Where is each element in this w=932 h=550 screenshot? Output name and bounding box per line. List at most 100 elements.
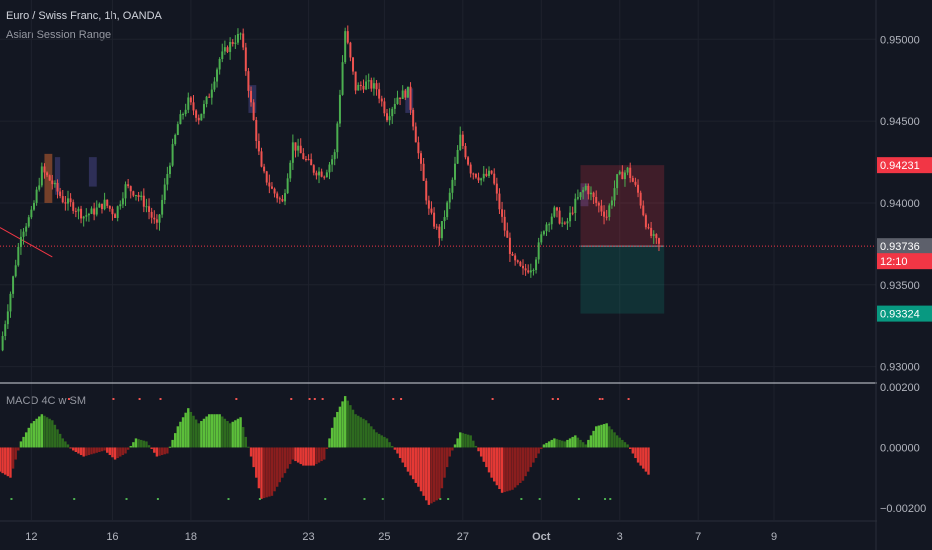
candle-body [595,196,598,203]
macd-bar [307,447,310,466]
macd-bar [364,420,368,448]
macd-bar [43,415,46,448]
macd-bar [275,447,279,487]
macd-bar [605,423,608,448]
candle-body [561,222,564,224]
candle-body [174,134,177,145]
candle-body [569,212,572,222]
macd-bar [547,441,551,448]
candle-body [435,226,438,228]
signal-dot [125,498,128,500]
candle-body [32,202,35,210]
candle-body [153,217,156,220]
candle-body [420,153,423,164]
candle-body [85,215,88,217]
macd-bar [422,447,425,496]
session-box [248,85,257,113]
candle-body [74,210,77,212]
candle-body [623,172,626,180]
macd-bar [445,447,449,468]
macd-bar [600,424,603,448]
candle-body [503,216,506,231]
signal-dot [400,398,403,400]
macd-bar [493,447,496,482]
macd-bar [498,447,501,490]
macd-bar [309,447,313,466]
macd-bar [602,424,606,448]
macd-bar [171,439,174,448]
candle-body [182,114,185,116]
candle-body [487,170,490,176]
candle-body [66,198,69,204]
candle-body [121,198,124,205]
macd-bar [409,447,412,476]
candle-body [22,231,25,237]
macd-bar [116,447,119,459]
macd-bar [377,433,381,448]
candle-body [639,192,642,206]
macd-bar [124,447,127,454]
session-box [580,183,589,207]
macd-bar [534,447,538,459]
signal-dot [363,498,366,500]
candle-body [27,217,30,227]
candle-body [427,200,430,209]
macd-bar [35,418,38,448]
macd-bar [299,447,302,465]
candle-body [302,153,305,159]
candle-body [461,134,464,146]
macd-bar [328,438,331,448]
candle-body [378,89,381,99]
macd-bar [38,416,41,448]
candle-body [226,47,229,52]
candle-body [443,217,446,222]
session-box [88,157,97,187]
macd-bar [459,432,462,448]
macd-bar [53,424,57,448]
candle-body [409,86,412,110]
macd-bar [74,447,78,452]
macd-bar [500,447,504,493]
macd-bar [317,447,321,463]
asian-session-legend[interactable]: Asian Session Range [6,29,112,41]
candle-body [90,208,93,214]
macd-bar [404,447,407,468]
candles [1,25,660,352]
candle-body [270,186,273,189]
candle-body [524,268,527,271]
candle-body [148,206,151,212]
signal-dot [556,398,559,400]
macd-bar [631,447,635,454]
macd-bar [192,415,195,448]
candle-body [430,208,433,213]
candle-body [603,211,606,217]
macd-bar [92,447,96,454]
macd-bar [315,447,318,465]
macd-bar [19,441,23,448]
candle-body [171,144,174,166]
candle-body [472,173,475,175]
macd-bar [312,447,315,466]
candle-body [508,237,511,254]
macd-bar [393,447,397,450]
macd-bar [17,447,20,451]
symbol-legend[interactable]: Euro / Swiss Franc, 1h, OANDA [6,10,162,22]
macd-bar [477,447,480,452]
macd-bar [160,447,164,456]
macd-bar [461,433,465,448]
macd-legend[interactable]: MACD 4C w SM [6,395,87,407]
macd-bar [215,414,219,448]
signal-dot [290,398,293,400]
macd-bar [506,447,509,492]
signal-dot [604,498,607,500]
signal-dot [601,398,604,400]
macd-bar [490,447,493,478]
candle-body [563,222,566,224]
candle-body [140,195,143,198]
macd-bar [168,446,172,448]
macd-bar [448,447,451,457]
signal-dot [308,398,311,400]
candle-body [422,163,425,181]
macd-bar [568,438,572,448]
